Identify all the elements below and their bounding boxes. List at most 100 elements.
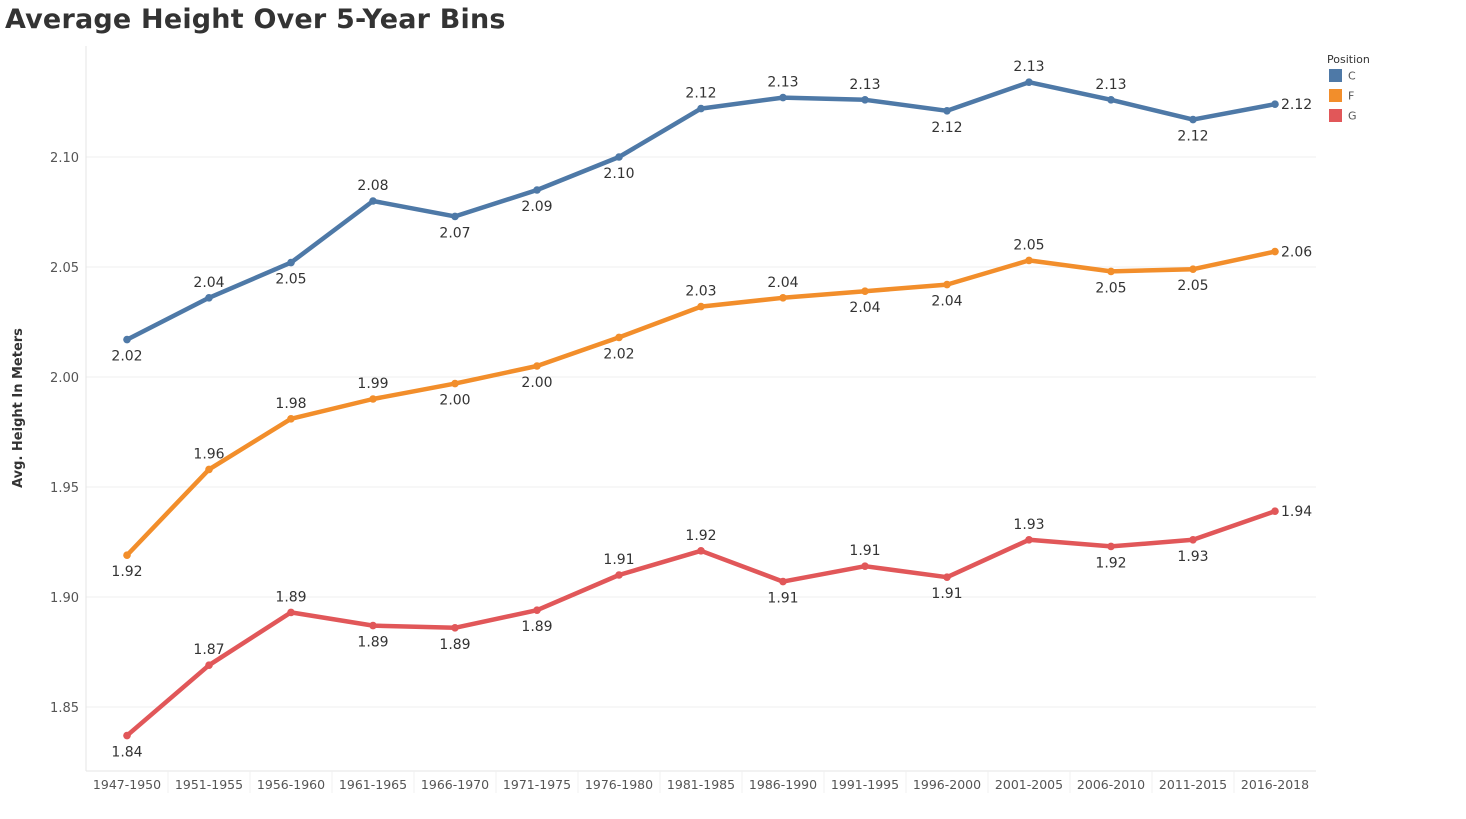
legend-items: CFG (1329, 69, 1357, 123)
data-point[interactable] (615, 153, 623, 161)
data-point[interactable] (533, 186, 541, 194)
data-point[interactable] (1107, 267, 1115, 276)
legend-title: Position (1327, 53, 1370, 66)
legend-swatch (1329, 69, 1342, 82)
data-label: 2.05 (275, 272, 306, 288)
data-point[interactable] (369, 621, 377, 630)
data-point[interactable] (1025, 256, 1033, 265)
chart-title: Average Height Over 5-Year Bins (5, 4, 506, 35)
data-label: 2.13 (1013, 59, 1044, 75)
data-point[interactable] (451, 379, 459, 388)
data-point[interactable] (1189, 536, 1197, 544)
data-label: 2.04 (193, 275, 224, 291)
data-point[interactable] (205, 465, 213, 474)
x-tick-label: 1996-2000 (913, 777, 981, 792)
data-label: 1.92 (111, 564, 142, 580)
data-point[interactable] (533, 362, 541, 370)
data-label: 2.04 (931, 294, 962, 310)
x-tick-label: 1966-1970 (421, 777, 489, 792)
legend-swatch (1329, 89, 1342, 102)
data-point[interactable] (861, 287, 869, 296)
data-label: 2.13 (1095, 77, 1126, 93)
series-line (124, 79, 1278, 342)
data-point[interactable] (1025, 78, 1033, 86)
data-point[interactable] (697, 302, 705, 311)
data-point[interactable] (123, 731, 131, 740)
data-point[interactable] (287, 415, 295, 423)
data-point[interactable] (123, 551, 131, 559)
data-label: 2.12 (1177, 129, 1208, 145)
data-point[interactable] (779, 294, 787, 302)
data-label: 2.10 (603, 166, 634, 182)
data-label: 2.09 (521, 199, 552, 215)
x-tick-label: 1961-1965 (339, 777, 407, 792)
data-point[interactable] (615, 571, 623, 579)
legend: Position CFG (1327, 53, 1370, 123)
x-tick-label: 1951-1955 (175, 777, 243, 792)
data-label: 1.91 (603, 552, 634, 568)
data-point[interactable] (533, 606, 541, 614)
data-label: 1.89 (439, 637, 470, 653)
data-label: 2.04 (849, 300, 880, 316)
data-label: 2.03 (685, 284, 716, 300)
y-axis-title: Avg. Height In Meters (11, 328, 26, 488)
data-label: 1.96 (193, 446, 224, 462)
data-label: 2.02 (111, 349, 142, 365)
data-label: 2.00 (521, 375, 552, 391)
data-point[interactable] (697, 104, 705, 113)
data-point[interactable] (779, 93, 787, 102)
x-tick-label: 1976-1980 (585, 777, 653, 792)
data-point[interactable] (943, 280, 951, 289)
data-point[interactable] (1189, 115, 1197, 124)
data-point[interactable] (943, 107, 951, 115)
data-label: 2.05 (1095, 280, 1126, 296)
data-label: 1.84 (111, 745, 142, 761)
x-tick-label: 2006-2010 (1077, 777, 1145, 792)
data-point[interactable] (369, 395, 377, 403)
x-tick-label: 1991-1995 (831, 777, 899, 792)
grid-layer (86, 156, 1316, 708)
data-label: 1.93 (1177, 549, 1208, 565)
series-line (124, 508, 1278, 738)
data-point[interactable] (369, 197, 377, 205)
x-tick-label: 2001-2005 (995, 777, 1063, 792)
legend-swatch (1329, 109, 1342, 122)
series-f (123, 247, 1279, 559)
x-tick-label: 1947-1950 (93, 777, 161, 792)
data-label: 2.05 (1177, 278, 1208, 294)
data-label: 1.98 (275, 396, 306, 412)
data-point[interactable] (205, 294, 213, 302)
data-label: 1.94 (1281, 504, 1312, 520)
data-label: 1.99 (357, 376, 388, 392)
data-point[interactable] (287, 258, 295, 267)
data-point[interactable] (1025, 536, 1033, 544)
data-point[interactable] (451, 624, 459, 632)
data-point[interactable] (1107, 542, 1115, 551)
data-label: 1.91 (931, 586, 962, 602)
x-tick-label: 1971-1975 (503, 777, 571, 792)
data-point[interactable] (287, 608, 295, 617)
data-point[interactable] (1107, 96, 1115, 104)
data-point[interactable] (615, 333, 623, 342)
data-point[interactable] (1271, 507, 1279, 515)
series-layer (123, 78, 1279, 740)
legend-label: G (1348, 110, 1357, 123)
data-point[interactable] (861, 562, 869, 570)
data-point[interactable] (1271, 100, 1279, 108)
y-tick-label: 1.95 (50, 481, 79, 496)
data-point[interactable] (943, 573, 951, 581)
data-point[interactable] (205, 661, 213, 669)
data-point[interactable] (1271, 247, 1279, 256)
x-tick-label: 1956-1960 (257, 777, 325, 792)
data-point[interactable] (1189, 265, 1197, 274)
data-point[interactable] (861, 96, 869, 104)
data-point[interactable] (697, 547, 705, 555)
data-point[interactable] (779, 577, 787, 586)
data-label: 2.13 (849, 77, 880, 93)
series-g (123, 507, 1279, 740)
data-label: 1.91 (849, 543, 880, 559)
data-point[interactable] (451, 212, 459, 221)
data-label: 2.00 (439, 393, 470, 409)
data-point[interactable] (123, 335, 131, 344)
